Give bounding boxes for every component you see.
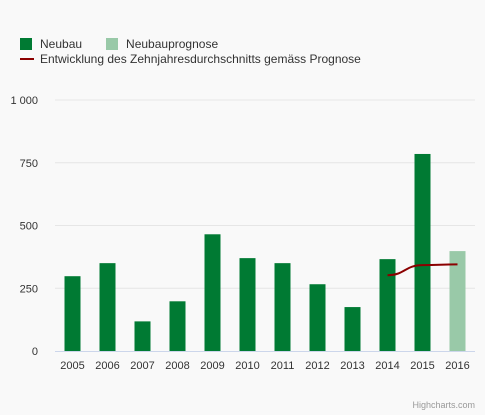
x-tick-label: 2012 xyxy=(305,360,329,372)
bar-layer xyxy=(64,153,466,351)
bar-neubau[interactable] xyxy=(204,234,221,351)
legend-swatch-prognose xyxy=(106,37,119,50)
legend-label-neubau: Neubau xyxy=(40,36,83,51)
x-tick-label: 2010 xyxy=(235,360,259,372)
x-tick-label: 2005 xyxy=(60,360,84,372)
bar-neubau[interactable] xyxy=(169,301,186,351)
bar-neubau[interactable] xyxy=(274,263,291,351)
bar-neubau[interactable] xyxy=(379,259,396,351)
legend-item-neubau[interactable]: Neubau xyxy=(20,37,82,51)
chart-legend: Neubau Neubauprognose Entwicklung des Ze… xyxy=(20,36,385,66)
x-tick-label: 2007 xyxy=(130,360,154,372)
legend-label-prognose: Neubauprognose xyxy=(126,36,219,51)
line-layer xyxy=(387,263,458,277)
x-tick-label: 2011 xyxy=(271,360,295,372)
bar-neubau[interactable] xyxy=(99,263,116,351)
trend-line[interactable] xyxy=(387,263,458,277)
legend-swatch-trend xyxy=(20,57,34,60)
axis-layer: 0 250 500 750 1 000 2005 2006 2007 2008 2009 2010 2… xyxy=(10,95,475,372)
x-tick-label: 2014 xyxy=(375,360,399,372)
x-tick-label: 2009 xyxy=(200,360,224,372)
bar-neubau[interactable] xyxy=(344,307,361,351)
y-tick-label: 1 000 xyxy=(10,95,38,107)
bar-neubau[interactable] xyxy=(134,321,151,351)
bar-neubau[interactable] xyxy=(414,153,431,351)
legend-row-2: Entwicklung des Zehnjahresdurchschnitts … xyxy=(20,51,385,66)
x-tick-label: 2008 xyxy=(165,360,189,372)
legend-swatch-neubau xyxy=(20,37,32,50)
y-tick-label: 750 xyxy=(20,158,38,170)
bar-neubau[interactable] xyxy=(239,258,256,351)
x-tick-label: 2016 xyxy=(445,360,469,372)
x-tick-label: 2015 xyxy=(410,360,434,372)
x-tick-label: 2006 xyxy=(95,360,119,372)
x-tick-label: 2013 xyxy=(340,360,364,372)
grid-layer xyxy=(55,99,475,289)
y-tick-label: 0 xyxy=(32,346,38,358)
bar-neubau[interactable] xyxy=(309,284,326,351)
credits-link[interactable]: Highcharts.com xyxy=(412,400,475,410)
bar-prognose[interactable] xyxy=(449,251,466,351)
y-tick-label: 500 xyxy=(20,221,38,233)
legend-row-1: Neubau Neubauprognose xyxy=(20,36,385,51)
y-tick-label: 250 xyxy=(20,283,38,295)
bar-neubau[interactable] xyxy=(64,276,81,351)
legend-item-trend[interactable]: Entwicklung des Zehnjahresdurchschnitts … xyxy=(20,52,361,66)
legend-item-prognose[interactable]: Neubauprognose xyxy=(106,37,218,51)
legend-label-trend: Entwicklung des Zehnjahresdurchschnitts … xyxy=(40,51,361,66)
